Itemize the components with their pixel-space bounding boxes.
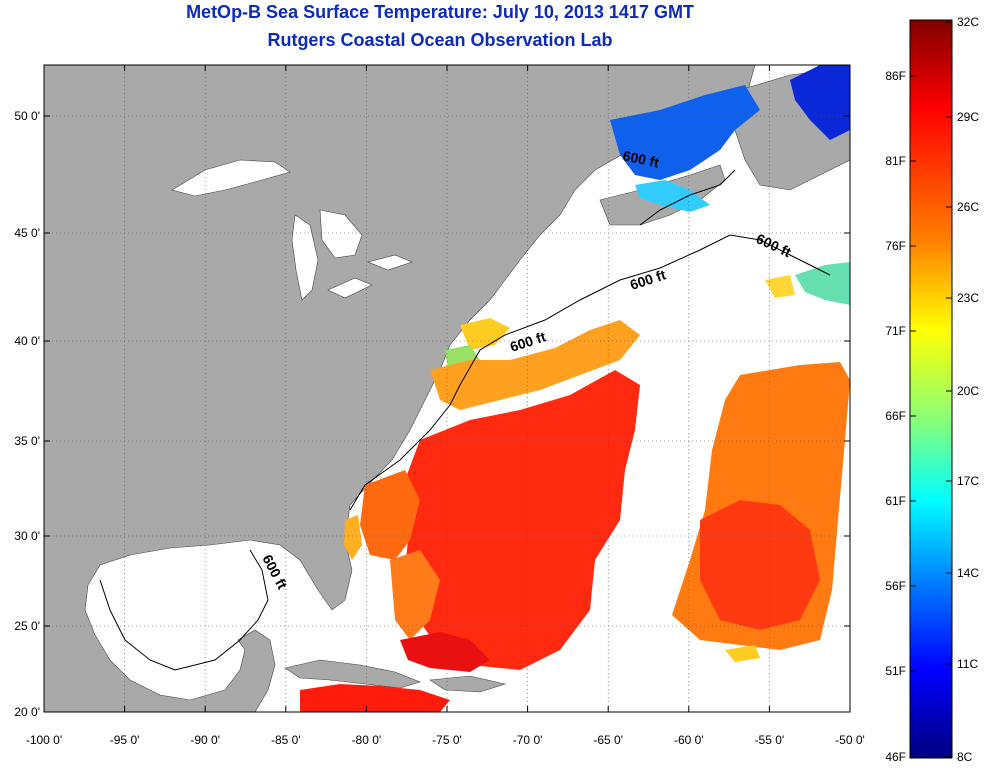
sst-labrador-cold xyxy=(610,85,760,180)
lon-tick-label: -90 0' xyxy=(190,733,220,747)
lat-tick-label: 50 0' xyxy=(14,109,40,123)
colorbar-fahrenheit-label: 81F xyxy=(885,154,906,168)
lat-tick-label: 30 0' xyxy=(14,529,40,543)
sst-stlawrence-cyan xyxy=(635,180,710,212)
sst-newfoundland-cold xyxy=(790,65,850,140)
map-subtitle: Rutgers Coastal Ocean Observation Lab xyxy=(267,30,613,50)
lake-erie xyxy=(327,277,373,299)
sst-south-orange xyxy=(390,550,440,640)
isobath-600ft-contour xyxy=(99,169,831,671)
sst-midatlantic-yellow xyxy=(460,318,510,350)
colorbar-fahrenheit-label: 61F xyxy=(885,494,906,508)
lon-tick-label: -55 0' xyxy=(755,733,785,747)
lon-tick-label: -85 0' xyxy=(271,733,301,747)
colorbar-fahrenheit-label: 71F xyxy=(885,324,906,338)
hispaniola-land xyxy=(429,675,507,693)
latitude-axis: 50 0' 45 0' 40 0' 35 0' 30 0' 25 0' 20 0' xyxy=(14,109,850,719)
colorbar-fahrenheit-label: 66F xyxy=(885,409,906,423)
colorbar-celsius-label: 14C xyxy=(957,566,979,580)
lon-tick-label: -70 0' xyxy=(513,733,543,747)
map-title: MetOp-B Sea Surface Temperature: July 10… xyxy=(186,2,694,22)
sst-grand-banks-green xyxy=(795,262,850,305)
sst-shelf-orange xyxy=(430,320,640,410)
lake-huron xyxy=(319,209,363,259)
colorbar-celsius-label: 29C xyxy=(957,110,979,124)
sst-florida-yellow xyxy=(344,515,362,560)
colorbar-celsius-label: 17C xyxy=(957,474,979,488)
lake-michigan xyxy=(291,214,319,301)
lon-tick-label: -65 0' xyxy=(593,733,623,747)
sst-gulfstream-orange xyxy=(360,470,420,560)
lon-tick-label: -50 0' xyxy=(835,733,865,747)
sst-sargasso-red xyxy=(405,370,640,670)
land-layer xyxy=(44,65,850,712)
lat-tick-label: 20 0' xyxy=(14,705,40,719)
lake-superior xyxy=(171,159,291,197)
great-lakes xyxy=(171,159,413,301)
colorbar-celsius-label: 26C xyxy=(957,200,979,214)
longitude-axis: -100 0' -95 0' -90 0' -85 0' -80 0' -75 0' -70… xyxy=(26,65,865,747)
colorbar-fahrenheit-label: 46F xyxy=(885,750,906,764)
lat-tick-label: 25 0' xyxy=(14,619,40,633)
sst-eastern-swath-red xyxy=(700,500,820,630)
colorbar-celsius-label: 20C xyxy=(957,384,979,398)
sst-bahamas-red xyxy=(400,632,490,672)
sst-small-patch-yellow xyxy=(725,645,760,662)
lat-tick-label: 35 0' xyxy=(14,434,40,448)
sst-caribbean-red xyxy=(300,684,450,712)
lake-ontario xyxy=(367,254,413,271)
lon-tick-label: -80 0' xyxy=(352,733,382,747)
colorbar-fahrenheit-label: 51F xyxy=(885,664,906,678)
colorbar-fahrenheit-label: 86F xyxy=(885,69,906,83)
lat-tick-label: 45 0' xyxy=(14,226,40,240)
colorbar-fahrenheit-labels: 86F 81F 76F 71F 66F 61F 56F 51F 46F xyxy=(885,69,916,764)
sst-data-layer xyxy=(300,65,850,712)
lon-tick-label: -95 0' xyxy=(110,733,140,747)
colorbar-fahrenheit-label: 56F xyxy=(885,579,906,593)
colorbar-celsius-label: 23C xyxy=(957,291,979,305)
lon-tick-label: -75 0' xyxy=(432,733,462,747)
colorbar-celsius-label: 32C xyxy=(957,15,979,29)
sst-grand-banks-yellow xyxy=(765,275,795,298)
colorbar-celsius-label: 11C xyxy=(957,657,978,671)
lat-tick-label: 40 0' xyxy=(14,334,40,348)
colorbar-celsius-labels: 32C 29C 26C 23C 20C 17C 14C 11C 8C xyxy=(946,15,979,764)
lon-tick-label: -60 0' xyxy=(674,733,704,747)
north-america-land xyxy=(44,65,756,712)
colorbar xyxy=(909,19,953,759)
lon-tick-label: -100 0' xyxy=(26,733,62,747)
cuba-land xyxy=(284,659,421,689)
contour-label: 600 ft xyxy=(621,147,660,170)
colorbar-celsius-label: 8C xyxy=(957,750,973,764)
colorbar-fahrenheit-label: 76F xyxy=(885,239,906,253)
